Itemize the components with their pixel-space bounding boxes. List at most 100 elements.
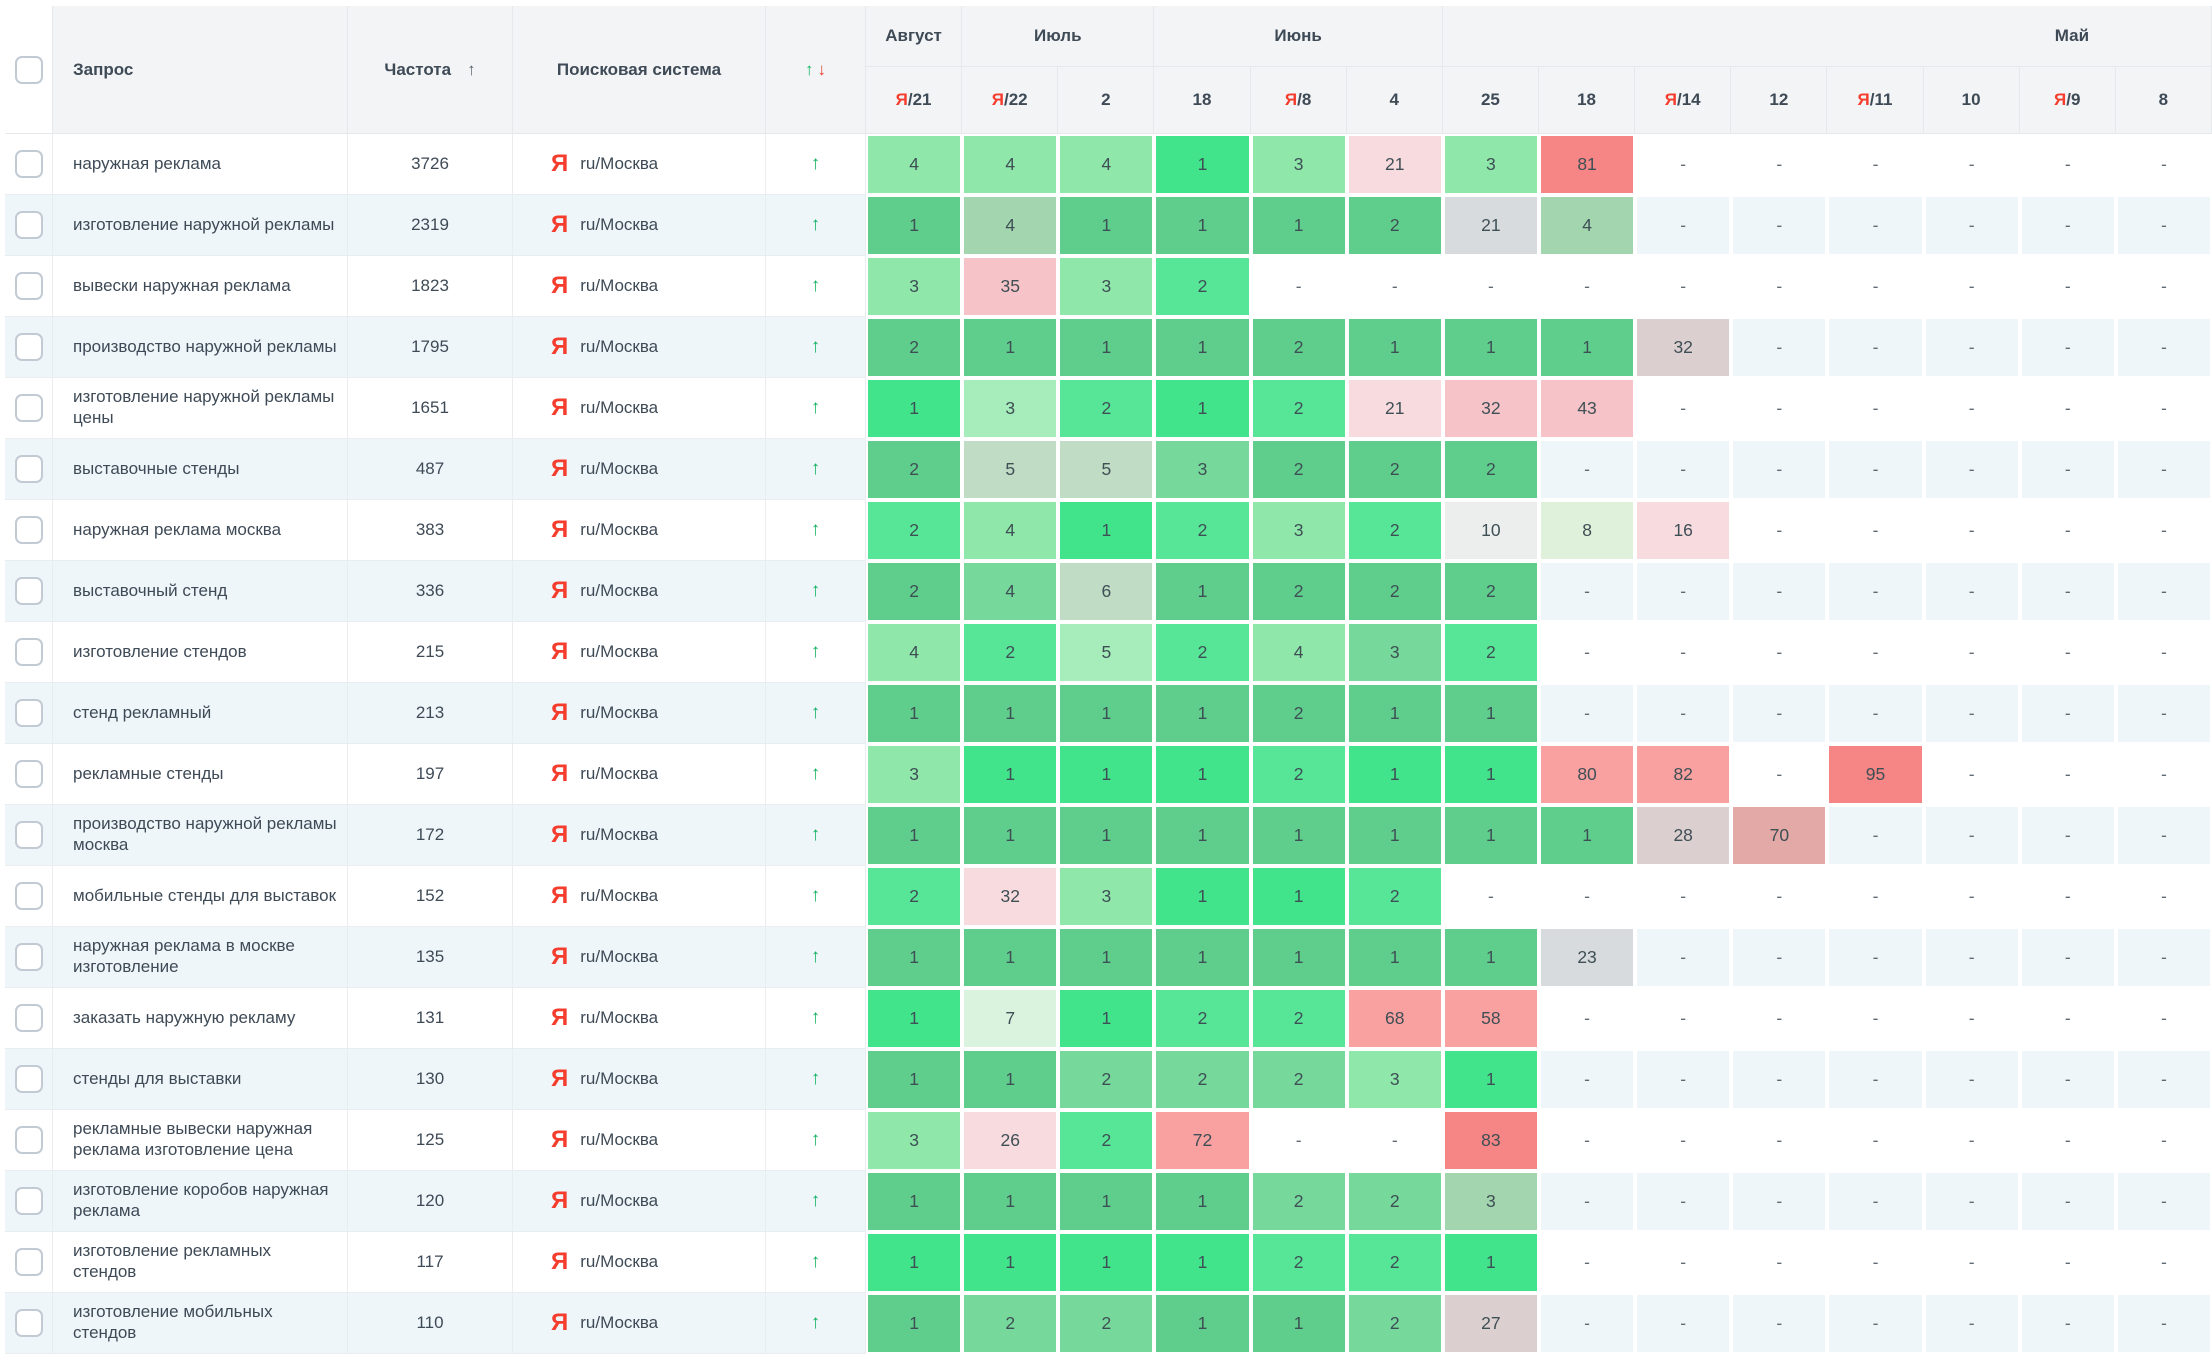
- position-cell: 80: [1539, 744, 1635, 805]
- position-cell: 5: [962, 439, 1058, 500]
- table-row: изготовление мобильных стендов110Яru/Мос…: [5, 1293, 2212, 1354]
- date-column-header[interactable]: Я/14: [1635, 67, 1731, 134]
- query-cell[interactable]: стенд рекламный: [53, 683, 348, 744]
- position-cell: -: [1924, 195, 2020, 256]
- date-column-header[interactable]: 8: [2116, 67, 2212, 134]
- position-cell: -: [1635, 378, 1731, 439]
- row-checkbox[interactable]: [15, 1187, 43, 1215]
- position-cell: 3: [1347, 1049, 1443, 1110]
- row-checkbox[interactable]: [15, 1248, 43, 1276]
- yandex-icon: Я: [551, 152, 568, 176]
- engine-region-label: ru/Москва: [580, 398, 658, 418]
- date-column-header[interactable]: 18: [1539, 67, 1635, 134]
- row-checkbox[interactable]: [15, 943, 43, 971]
- position-cell: 1: [962, 1049, 1058, 1110]
- position-cell: -: [2116, 683, 2212, 744]
- position-cell: 2: [1251, 1232, 1347, 1293]
- date-column-header[interactable]: Я/8: [1251, 67, 1347, 134]
- row-checkbox[interactable]: [15, 516, 43, 544]
- row-checkbox[interactable]: [15, 1065, 43, 1093]
- query-cell[interactable]: вывески наружная реклама: [53, 256, 348, 317]
- select-all-checkbox[interactable]: [15, 56, 43, 84]
- query-cell[interactable]: мобильные стенды для выставок: [53, 866, 348, 927]
- row-checkbox[interactable]: [15, 333, 43, 361]
- row-checkbox[interactable]: [15, 882, 43, 910]
- query-cell[interactable]: производство наружной рекламы москва: [53, 805, 348, 866]
- position-cell: -: [1539, 439, 1635, 500]
- date-column-header[interactable]: 4: [1347, 67, 1443, 134]
- date-column-header[interactable]: 2: [1058, 67, 1154, 134]
- engine-region-label: ru/Москва: [580, 1130, 658, 1150]
- date-column-header[interactable]: 25: [1443, 67, 1539, 134]
- date-column-header[interactable]: 18: [1154, 67, 1250, 134]
- column-header-frequency[interactable]: Частота ↑: [348, 6, 513, 134]
- column-header-engine[interactable]: Поисковая система: [513, 6, 766, 134]
- row-checkbox[interactable]: [15, 1309, 43, 1337]
- trend-up-indicator: ↑: [766, 927, 866, 988]
- date-column-header[interactable]: Я/22: [962, 67, 1058, 134]
- position-cell: -: [1635, 134, 1731, 195]
- position-cell: 4: [962, 561, 1058, 622]
- position-cell: 1: [1251, 805, 1347, 866]
- table-row: наружная реклама3726Яru/Москва↑444132138…: [5, 134, 2212, 195]
- date-column-header[interactable]: Я/21: [866, 67, 962, 134]
- month-group-header: Июль: [962, 6, 1154, 67]
- date-label: 18: [1193, 90, 1212, 109]
- query-cell[interactable]: выставочный стенд: [53, 561, 348, 622]
- row-checkbox[interactable]: [15, 272, 43, 300]
- row-checkbox[interactable]: [15, 1126, 43, 1154]
- row-checkbox[interactable]: [15, 638, 43, 666]
- frequency-value: 2319: [348, 195, 513, 256]
- query-cell[interactable]: производство наружной рекламы: [53, 317, 348, 378]
- position-cell: -: [1251, 256, 1347, 317]
- column-header-query[interactable]: Запрос: [53, 6, 348, 134]
- query-cell[interactable]: изготовление наружной рекламы цены: [53, 378, 348, 439]
- trend-up-indicator: ↑: [766, 439, 866, 500]
- row-checkbox-cell: [5, 1232, 53, 1293]
- position-cell: -: [1827, 134, 1923, 195]
- position-cell: 1: [962, 1171, 1058, 1232]
- position-cell: -: [1635, 622, 1731, 683]
- query-cell[interactable]: изготовление наружной рекламы: [53, 195, 348, 256]
- date-column-header[interactable]: 10: [1924, 67, 2020, 134]
- position-cell: 1: [866, 927, 962, 988]
- row-checkbox[interactable]: [15, 1004, 43, 1032]
- query-cell[interactable]: изготовление рекламных стендов: [53, 1232, 348, 1293]
- position-cell: 23: [1539, 927, 1635, 988]
- query-cell[interactable]: изготовление мобильных стендов: [53, 1293, 348, 1354]
- query-cell[interactable]: заказать наружную рекламу: [53, 988, 348, 1049]
- row-checkbox[interactable]: [15, 699, 43, 727]
- query-cell[interactable]: изготовление коробов наружная реклама: [53, 1171, 348, 1232]
- position-cell: 2: [1347, 561, 1443, 622]
- position-cell: -: [2116, 1293, 2212, 1354]
- date-column-header[interactable]: Я/9: [2020, 67, 2116, 134]
- row-checkbox[interactable]: [15, 455, 43, 483]
- row-checkbox[interactable]: [15, 821, 43, 849]
- position-cell: -: [2020, 866, 2116, 927]
- position-cell: -: [2020, 1110, 2116, 1171]
- row-checkbox[interactable]: [15, 150, 43, 178]
- date-column-header[interactable]: 12: [1731, 67, 1827, 134]
- position-cell: -: [1827, 622, 1923, 683]
- engine-cell: Яru/Москва: [513, 1049, 766, 1110]
- row-checkbox[interactable]: [15, 577, 43, 605]
- position-cell: 1: [962, 927, 1058, 988]
- engine-region-label: ru/Москва: [580, 825, 658, 845]
- engine-region-label: ru/Москва: [580, 1252, 658, 1272]
- query-cell[interactable]: рекламные вывески наружная реклама изгот…: [53, 1110, 348, 1171]
- date-column-header[interactable]: Я/11: [1827, 67, 1923, 134]
- row-checkbox[interactable]: [15, 211, 43, 239]
- query-cell[interactable]: изготовление стендов: [53, 622, 348, 683]
- row-checkbox[interactable]: [15, 394, 43, 422]
- query-cell[interactable]: наружная реклама москва: [53, 500, 348, 561]
- row-checkbox-cell: [5, 805, 53, 866]
- query-cell[interactable]: наружная реклама: [53, 134, 348, 195]
- query-cell[interactable]: стенды для выставки: [53, 1049, 348, 1110]
- query-cell[interactable]: выставочные стенды: [53, 439, 348, 500]
- row-checkbox-cell: [5, 500, 53, 561]
- column-header-trend[interactable]: ↑ ↓: [766, 6, 866, 134]
- row-checkbox[interactable]: [15, 760, 43, 788]
- query-cell[interactable]: наружная реклама в москве изготовление: [53, 927, 348, 988]
- position-cell: 1: [1539, 317, 1635, 378]
- query-cell[interactable]: рекламные стенды: [53, 744, 348, 805]
